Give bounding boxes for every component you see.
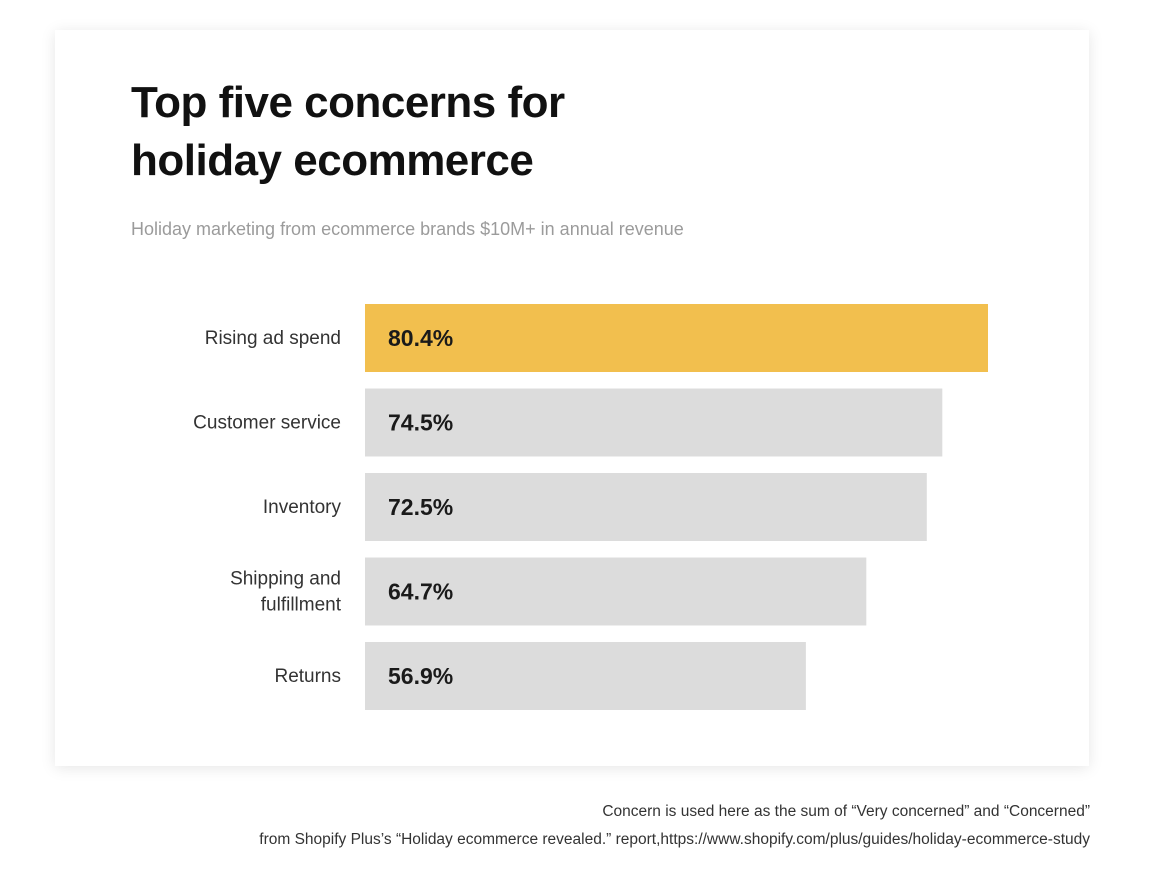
chart-title: Top five concerns for holiday ecommerce xyxy=(131,74,565,190)
footnote-line-2: from Shopify Plus’s “Holiday ecommerce r… xyxy=(259,831,1090,848)
category-label-line: Customer service xyxy=(193,413,341,434)
category-label-1: Customer service xyxy=(193,413,341,434)
category-label-0: Rising ad spend xyxy=(205,328,341,349)
category-label-line: Rising ad spend xyxy=(205,328,341,349)
bar-value-label-2: 72.5% xyxy=(388,494,453,520)
bar-4 xyxy=(365,642,806,710)
chart-title-line-2: holiday ecommerce xyxy=(131,136,534,185)
category-label-line: Returns xyxy=(274,666,341,687)
bar-0 xyxy=(365,304,988,372)
bar-value-label-0: 80.4% xyxy=(388,325,453,351)
chart-subtitle: Holiday marketing from ecommerce brands … xyxy=(131,219,684,239)
category-label-line: Inventory xyxy=(263,497,342,518)
category-label-line: Shipping and xyxy=(230,569,341,590)
category-label-line: fulfillment xyxy=(261,595,342,616)
bar-1 xyxy=(365,388,943,457)
bar-value-label-3: 64.7% xyxy=(388,579,453,605)
footnote: Concern is used here as the sum of “Very… xyxy=(259,798,1090,854)
bar-value-label-1: 74.5% xyxy=(388,410,453,436)
category-label-4: Returns xyxy=(274,666,341,687)
bar-value-label-4: 56.9% xyxy=(388,663,453,689)
chart-title-line-1: Top five concerns for xyxy=(131,78,565,127)
bar-3 xyxy=(365,557,867,626)
bar-2 xyxy=(365,473,927,541)
category-label-2: Inventory xyxy=(263,497,342,518)
category-label-3: Shipping and fulfillment xyxy=(230,569,342,616)
footnote-line-1: Concern is used here as the sum of “Very… xyxy=(602,803,1090,820)
